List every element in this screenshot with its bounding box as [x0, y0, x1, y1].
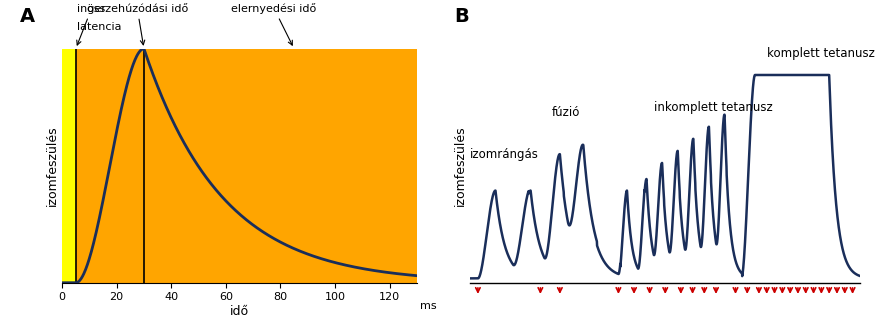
Text: komplett tetanusz: komplett tetanusz: [766, 47, 874, 60]
Text: elernyedési idő: elernyedési idő: [231, 3, 316, 45]
Text: fúzió: fúzió: [551, 106, 579, 119]
Text: B: B: [454, 6, 469, 26]
Text: izomrángás: izomrángás: [470, 148, 539, 161]
Text: összehúzódási idő: összehúzódási idő: [87, 4, 188, 45]
Text: inger: inger: [77, 4, 105, 45]
X-axis label: idő: idő: [229, 305, 249, 318]
Y-axis label: izomfeszülés: izomfeszülés: [46, 125, 59, 206]
Bar: [62, 49, 75, 283]
Text: latencia: latencia: [77, 22, 121, 32]
Y-axis label: izomfeszülés: izomfeszülés: [454, 125, 467, 206]
Text: inkomplett tetanusz: inkomplett tetanusz: [653, 101, 772, 114]
Text: ms: ms: [420, 302, 437, 311]
Text: A: A: [19, 6, 35, 26]
